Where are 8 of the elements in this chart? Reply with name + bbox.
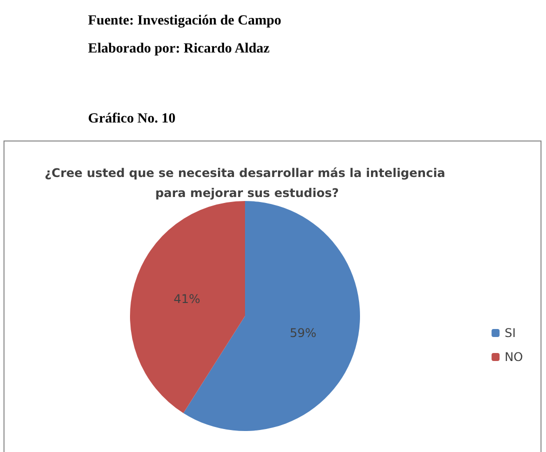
- text: Elaborado por: Ricardo Aldaz: [88, 42, 270, 56]
- chart-title: ¿Cree usted que se necesita desarrollar más la inteligencia para mejorar sus estudios?: [44, 166, 450, 200]
- legend-label: NO: [504, 350, 523, 364]
- text: Gráfico No. 10: [88, 112, 176, 126]
- source-note: Fuente: Investigación de Campo: [88, 14, 282, 28]
- data-label: 41%: [174, 292, 200, 306]
- data-label: 59%: [290, 326, 316, 340]
- legend-label: SI: [504, 326, 516, 340]
